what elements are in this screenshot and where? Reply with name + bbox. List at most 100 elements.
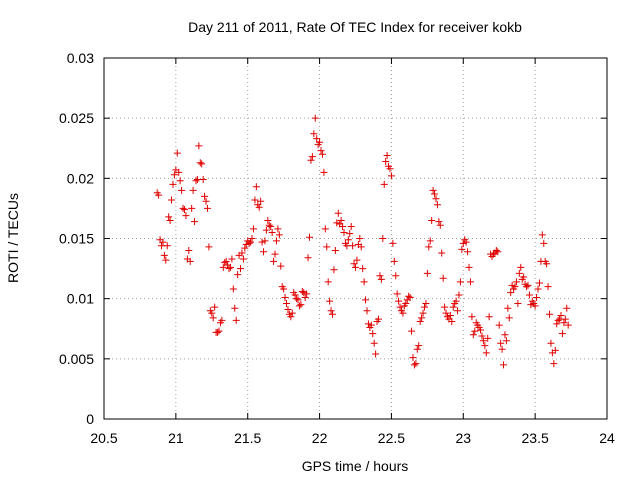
- data-point: [218, 316, 226, 324]
- data-point: [505, 314, 513, 322]
- data-point: [462, 238, 470, 246]
- data-point: [420, 303, 428, 311]
- data-point: [330, 266, 338, 274]
- y-tick-label: 0: [86, 411, 94, 427]
- data-point: [426, 237, 434, 245]
- data-point: [479, 337, 487, 345]
- data-point: [300, 289, 308, 297]
- data-point: [215, 327, 223, 335]
- data-point: [249, 225, 257, 233]
- data-point: [497, 339, 505, 347]
- data-point: [564, 321, 572, 329]
- data-point: [538, 231, 546, 239]
- data-point: [239, 255, 247, 263]
- data-point: [245, 239, 253, 247]
- data-point: [458, 245, 466, 253]
- data-point: [402, 299, 410, 307]
- data-point: [291, 291, 299, 299]
- data-point: [456, 278, 464, 286]
- data-point: [232, 316, 240, 324]
- data-point: [188, 204, 196, 212]
- data-point: [169, 180, 177, 188]
- axis-ticks: 20.5 21 21.5 22 22.5 23 23.5 24 0 0.005 0.01 0.015 0…: [59, 50, 615, 446]
- x-tick-label: 21: [168, 430, 184, 446]
- y-tick-label: 0.005: [59, 351, 94, 367]
- data-point: [485, 313, 493, 321]
- data-point: [535, 279, 543, 287]
- data-point: [160, 251, 168, 259]
- data-point: [455, 291, 463, 299]
- data-point: [379, 235, 387, 242]
- data-point: [551, 346, 559, 354]
- data-point: [471, 327, 479, 335]
- data-point: [179, 204, 187, 212]
- data-point: [268, 228, 276, 236]
- data-point: [287, 313, 295, 321]
- data-point: [547, 339, 555, 347]
- data-point: [258, 238, 266, 246]
- data-point: [359, 265, 367, 273]
- data-point: [436, 221, 444, 229]
- data-point: [500, 361, 508, 369]
- data-point: [418, 314, 426, 322]
- data-point: [369, 330, 377, 338]
- data-point: [393, 290, 401, 298]
- data-point: [494, 248, 502, 256]
- data-point: [267, 222, 275, 230]
- data-point: [201, 192, 209, 200]
- data-point: [423, 269, 431, 277]
- data-point: [482, 349, 490, 357]
- data-point: [251, 196, 259, 204]
- data-point: [288, 309, 296, 317]
- data-point: [448, 318, 456, 326]
- data-point: [304, 254, 312, 262]
- data-point: [272, 237, 280, 245]
- data-point: [563, 304, 571, 312]
- data-point: [504, 304, 512, 312]
- data-point: [293, 295, 301, 303]
- data-point: [514, 299, 522, 307]
- data-point: [275, 231, 283, 239]
- data-point: [380, 180, 388, 188]
- data-point: [390, 257, 398, 265]
- data-point: [508, 281, 516, 289]
- data-point: [356, 235, 364, 242]
- data-point: [284, 305, 292, 313]
- data-point: [297, 301, 305, 309]
- data-point: [334, 209, 342, 217]
- data-point: [274, 225, 282, 233]
- data-point: [339, 222, 347, 230]
- data-point: [428, 216, 436, 224]
- data-point: [178, 186, 186, 194]
- data-point: [413, 345, 421, 353]
- data-point: [257, 197, 265, 205]
- plot-frame: [103, 57, 608, 420]
- data-point: [242, 241, 250, 249]
- data-point: [435, 218, 443, 226]
- data-point: [466, 278, 474, 286]
- data-point: [459, 239, 467, 247]
- data-point: [557, 312, 565, 320]
- data-point: [166, 216, 174, 224]
- data-point: [415, 342, 423, 350]
- y-tick-label: 0.015: [59, 231, 94, 247]
- data-point: [560, 319, 568, 327]
- data-point: [481, 342, 489, 350]
- data-point: [422, 299, 430, 307]
- y-axis-label: ROTI / TECUs: [5, 193, 21, 283]
- data-point: [326, 297, 334, 305]
- data-point: [382, 157, 390, 165]
- data-point: [352, 263, 359, 271]
- data-point: [419, 309, 427, 317]
- data-point: [357, 243, 365, 251]
- data-point: [477, 326, 485, 334]
- data-point: [340, 228, 348, 236]
- data-point: [501, 331, 509, 339]
- data-point: [478, 332, 486, 340]
- data-point: [531, 302, 539, 310]
- data-point: [376, 272, 384, 280]
- data-point: [303, 290, 311, 298]
- data-point: [425, 243, 433, 251]
- data-point: [229, 285, 237, 293]
- chart-title: Day 211 of 2011, Rate Of TEC Index for r…: [188, 19, 522, 35]
